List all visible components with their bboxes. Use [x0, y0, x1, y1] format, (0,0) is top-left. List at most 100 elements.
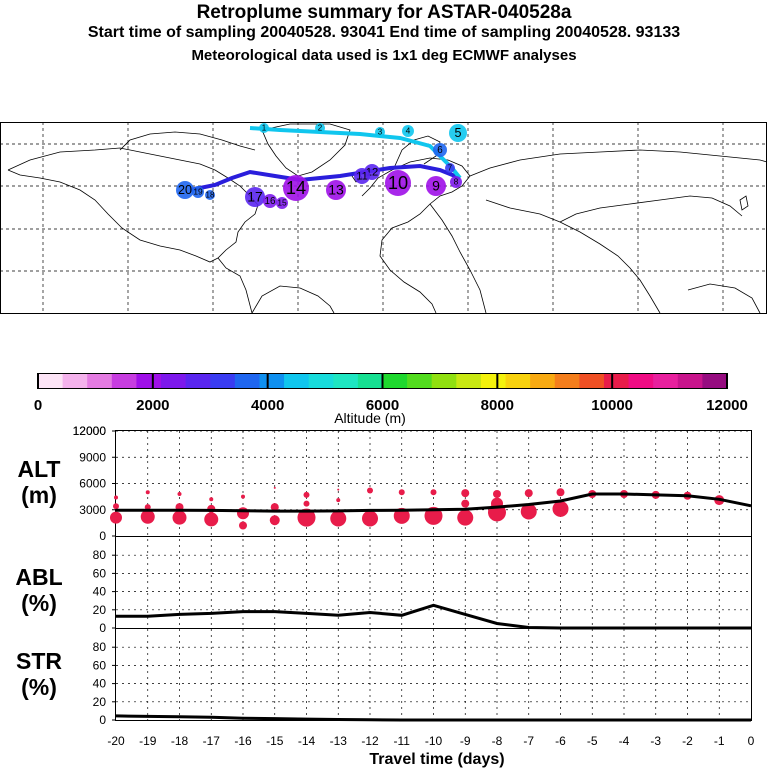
abl-label-name: ABL	[15, 564, 63, 590]
x-tick-label: -3	[650, 734, 661, 748]
trajectory-marker-label: 15	[277, 198, 287, 208]
trajectory-marker-label: 4	[406, 126, 411, 136]
colorbar-swatch	[333, 374, 359, 388]
y-tick-label: 3000	[79, 503, 106, 517]
alt-label-name: ALT	[17, 456, 61, 482]
x-tick-label: -8	[492, 734, 503, 748]
trajectory-marker	[402, 125, 414, 137]
colorbar-swatch	[579, 374, 605, 388]
alt-cluster-point	[113, 503, 119, 510]
trajectory-marker	[205, 190, 215, 200]
colorbar-swatch	[136, 374, 162, 388]
x-tick-label: -18	[171, 734, 189, 748]
alt-panel-label: ALT (m)	[4, 456, 74, 508]
trajectory-marker	[433, 143, 447, 157]
trajectory-marker-label: 1	[262, 123, 267, 132]
colorbar-swatch	[628, 374, 654, 388]
x-tick-label: 0	[748, 734, 755, 748]
alt-cluster-point	[398, 489, 405, 496]
x-tick-label: -13	[330, 734, 348, 748]
map-graticule	[0, 122, 767, 313]
trajectory-path	[189, 163, 461, 192]
x-tick-label: -14	[298, 734, 316, 748]
alt-cluster-point	[362, 510, 378, 527]
y-tick-label: 0	[99, 621, 106, 635]
trajectory-marker-label: 13	[328, 182, 344, 198]
trajectory-marker-label: 14	[286, 178, 306, 198]
colorbar-tick-label: 12000	[706, 397, 748, 414]
trajectory-marker-label: 19	[193, 187, 203, 197]
colorbar-swatch	[357, 374, 383, 388]
colorbar-swatch	[284, 374, 310, 388]
str-panel-label: STR (%)	[4, 648, 74, 700]
abl-panel-label: ABL (%)	[4, 564, 74, 616]
y-tick-label: 0	[99, 529, 106, 543]
colorbar-tick-label: 8000	[481, 397, 514, 414]
x-tick-label: -9	[460, 734, 471, 748]
alt-cluster-point	[424, 506, 443, 525]
met-data-note: Meteorological data used is 1x1 deg ECMW…	[191, 47, 577, 64]
colorbar-swatch	[185, 374, 211, 388]
trajectory-marker-label: 11	[356, 171, 368, 183]
trajectory-marker-label: 5	[454, 126, 461, 140]
trajectory-marker-label: 3	[378, 127, 383, 136]
alt-cluster-point	[237, 507, 249, 520]
colorbar-tick-label: 6000	[366, 397, 399, 414]
alt-cluster-point	[297, 508, 316, 527]
y-tick-label: 60	[93, 566, 107, 580]
alt-cluster-point	[393, 507, 410, 524]
colorbar-swatch	[653, 374, 679, 388]
trajectory-marker-label: 17	[247, 189, 263, 205]
trajectory-marker	[354, 168, 370, 184]
x-tick-label: -16	[234, 734, 252, 748]
x-tick-label: -17	[203, 734, 221, 748]
alt-scatter	[110, 486, 725, 530]
colorbar-swatch	[210, 374, 236, 388]
colorbar-swatch	[702, 374, 728, 388]
y-tick-label: 20	[93, 695, 107, 709]
y-tick-labels: 0300060009000120001200002040608002040608…	[73, 424, 116, 727]
x-tick-label: -5	[587, 734, 598, 748]
y-tick-label: 60	[93, 658, 107, 672]
y-tick-label: 40	[93, 677, 107, 691]
alt-cluster-point	[303, 500, 310, 507]
abl-line	[116, 603, 751, 630]
str-line	[115, 714, 751, 722]
x-axis-label: Travel time (days)	[369, 751, 504, 768]
x-tick-label: -15	[266, 734, 284, 748]
alt-cluster-point	[269, 515, 280, 526]
trajectory-marker	[245, 187, 265, 207]
x-tick-label: -19	[139, 734, 157, 748]
y-tick-label: 20	[93, 603, 107, 617]
colorbar-swatch	[161, 374, 187, 388]
coastlines	[7, 123, 768, 314]
trajectory-marker	[375, 127, 385, 137]
alt-cluster-point	[204, 512, 219, 527]
alt-cluster-point	[524, 489, 533, 498]
alt-cluster-point	[430, 489, 437, 496]
colorbar-label: Altitude (m)	[334, 410, 406, 426]
colorbar-swatch	[480, 374, 507, 388]
alt-cluster-point	[461, 499, 470, 508]
alt-cluster-point	[367, 487, 373, 494]
str-label-name: STR	[16, 648, 62, 674]
trajectory-marker	[259, 123, 269, 133]
y-tick-label: 80	[93, 640, 107, 654]
trajectory-marker	[426, 176, 446, 196]
alt-cluster-point	[145, 490, 150, 495]
trajectory-marker	[176, 181, 194, 199]
alt-cluster-point	[273, 486, 276, 489]
x-tick-label: -11	[394, 734, 411, 748]
colorbar-tick-label: 4000	[251, 397, 284, 414]
alt-cluster-point	[140, 509, 155, 524]
x-tick-label: -2	[682, 734, 693, 748]
colorbar-swatch	[308, 374, 334, 388]
colorbar-swatch	[554, 374, 580, 388]
y-tick-label: 12000	[73, 424, 107, 438]
trajectory-marker-label: 16	[265, 196, 276, 207]
alt-cluster-point	[144, 504, 151, 511]
colorbar-tick-label: 0	[34, 397, 42, 414]
trajectory-marker-label: 9	[432, 178, 440, 194]
